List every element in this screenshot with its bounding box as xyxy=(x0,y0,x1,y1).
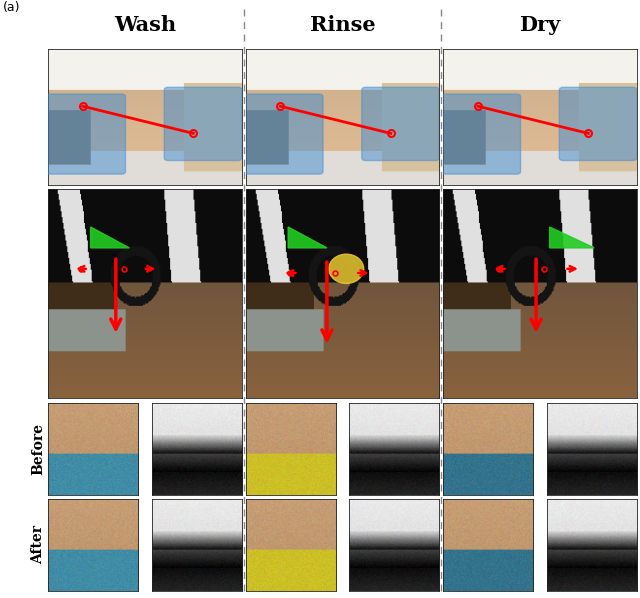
Polygon shape xyxy=(288,227,327,248)
Text: Dry: Dry xyxy=(520,16,561,35)
Polygon shape xyxy=(91,227,129,248)
Text: Rinse: Rinse xyxy=(310,16,375,35)
FancyBboxPatch shape xyxy=(164,87,242,160)
Text: Before: Before xyxy=(31,423,45,475)
Text: (a): (a) xyxy=(3,1,20,14)
Ellipse shape xyxy=(329,254,364,283)
Polygon shape xyxy=(550,227,594,248)
FancyBboxPatch shape xyxy=(362,87,439,160)
FancyBboxPatch shape xyxy=(44,94,125,174)
Text: After: After xyxy=(31,525,45,565)
FancyBboxPatch shape xyxy=(439,94,520,174)
FancyBboxPatch shape xyxy=(559,87,637,160)
FancyBboxPatch shape xyxy=(242,94,323,174)
Text: Wash: Wash xyxy=(114,16,176,35)
